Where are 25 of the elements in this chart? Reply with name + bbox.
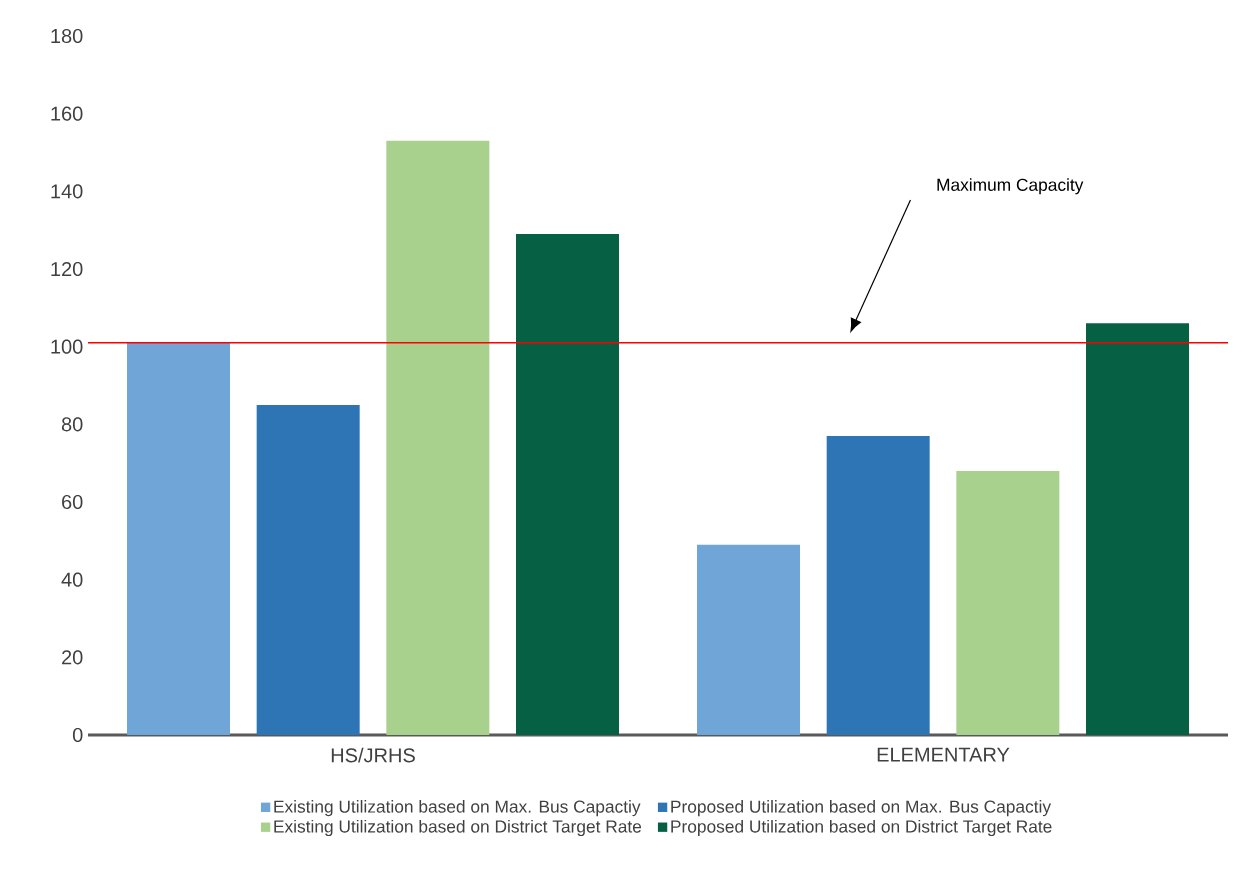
bar xyxy=(697,544,801,735)
x-tick-label: ELEMENTARY xyxy=(877,747,1010,762)
annotation: Maximum Capacity xyxy=(937,178,1084,195)
y-tick-label: 120 xyxy=(51,261,83,277)
x-tick-label: HS/JRHS xyxy=(331,747,415,763)
bar xyxy=(386,140,490,735)
y-tick-label: 40 xyxy=(61,572,83,587)
y-tick-label: 20 xyxy=(62,650,83,665)
y-tick-label: 60 xyxy=(62,494,83,510)
legend-label: Proposed Utilization based on Max. Bus Capactiy xyxy=(671,800,1052,817)
legend-label: Proposed Utilization based on District Target Rate xyxy=(671,819,1052,837)
bar xyxy=(826,435,930,735)
bar xyxy=(956,470,1060,735)
y-tick-label: 80 xyxy=(61,417,83,432)
bar xyxy=(516,234,620,735)
bar xyxy=(127,342,230,735)
bar xyxy=(1086,323,1190,735)
legend-label: Existing Utilization based on Max. Bus Capactiy xyxy=(274,800,641,817)
y-tick-label: 100 xyxy=(51,339,83,354)
y-tick-label: 160 xyxy=(51,106,83,121)
legend-label: Existing Utilization based on District Target Rate xyxy=(274,819,642,837)
y-tick-label: 0 xyxy=(72,727,83,743)
y-tick-label: 180 xyxy=(51,28,83,44)
y-tick-label: 140 xyxy=(51,184,83,199)
bar xyxy=(256,404,360,735)
